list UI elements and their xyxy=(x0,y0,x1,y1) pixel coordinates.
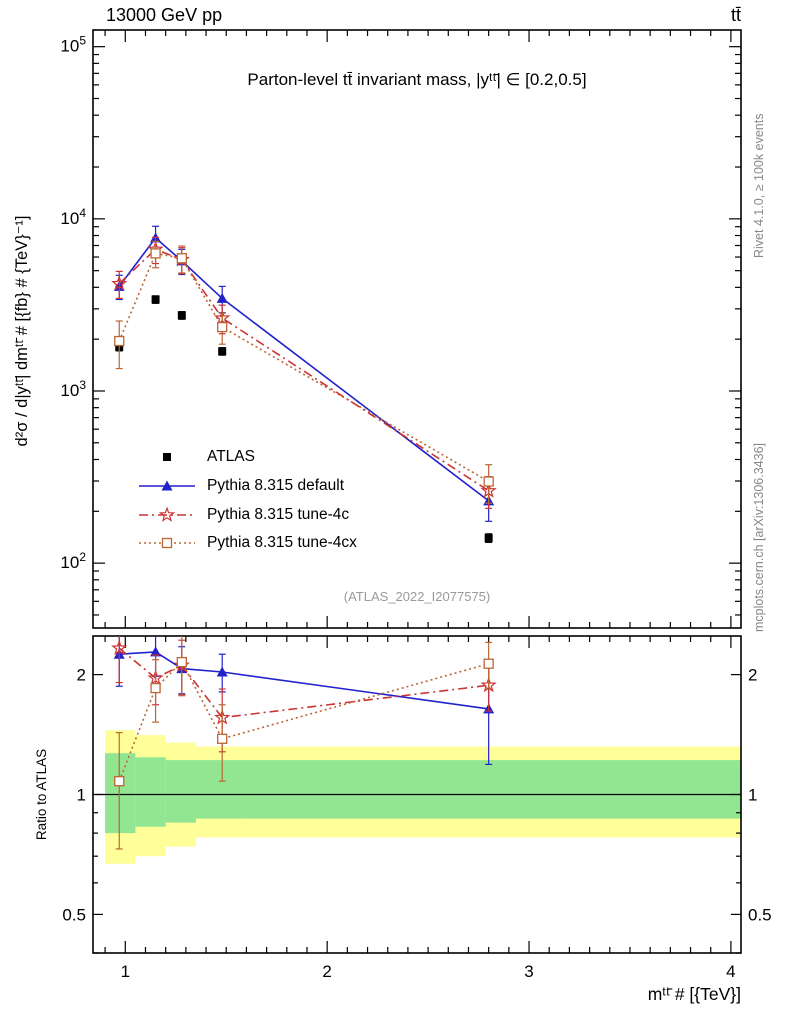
marker-filled-triangle xyxy=(216,292,228,303)
svg-text:4: 4 xyxy=(726,962,735,981)
legend: ATLAS Pythia 8.315 default Pythia 8.315 … xyxy=(136,443,357,558)
svg-text:2: 2 xyxy=(77,666,86,685)
legend-label: ATLAS xyxy=(207,448,255,466)
marker-open-square xyxy=(114,776,125,787)
ratio-series-pythia-8-315-tune-4cx xyxy=(114,636,494,850)
svg-text:1: 1 xyxy=(748,786,757,805)
analysis-id-watermark: (ATLAS_2022_I2077575) xyxy=(343,589,491,604)
green-band-segment xyxy=(105,753,136,834)
marker-open-star xyxy=(111,275,128,291)
marker-open-square xyxy=(217,321,228,333)
mcplots-attribution-note: mcplots.cern.ch [arXiv:1306.3436] xyxy=(752,443,766,632)
marker-filled-triangle xyxy=(150,646,162,657)
ratio-uncertainty-bands xyxy=(105,730,741,864)
ratio-y-axis-label: Ratio to ATLAS xyxy=(34,748,49,841)
x-axis-label: mᵗᵗ̄ # [{TeV}] xyxy=(647,984,741,1004)
marker-open-square xyxy=(483,658,494,669)
marker-open-star xyxy=(158,506,176,522)
main-y-axis-label: d²σ / d|yᵗᵗ̄| dmᵗᵗ̄ # [{fb} # {TeV}⁻¹] xyxy=(13,215,31,447)
marker-filled-square xyxy=(218,347,227,356)
svg-text:105: 105 xyxy=(60,34,86,56)
rivet-version-note: Rivet 4.1.0, ≥ 100k events xyxy=(752,113,766,258)
svg-text:2: 2 xyxy=(322,962,331,981)
main-plot-frame xyxy=(92,29,742,629)
svg-text:104: 104 xyxy=(60,206,86,228)
legend-marker-pythia-tune-4cx-icon xyxy=(139,538,195,549)
legend-marker-pythia-tune-4c-icon xyxy=(139,506,195,522)
legend-item-pythia-tune-4cx: Pythia 8.315 tune-4cx xyxy=(136,529,357,558)
axis-ticks xyxy=(93,30,741,954)
marker-open-square xyxy=(150,248,161,259)
svg-text:3: 3 xyxy=(524,962,533,981)
legend-label: Pythia 8.315 tune-4cx xyxy=(207,534,357,552)
green-band-segment xyxy=(195,760,247,819)
ratio-plot-frame xyxy=(92,635,742,954)
legend-marker-pythia-default-icon xyxy=(139,480,195,491)
svg-text:2: 2 xyxy=(748,666,757,685)
marker-filled-triangle xyxy=(216,666,228,677)
svg-text:103: 103 xyxy=(60,378,86,400)
marker-filled-square xyxy=(151,295,160,304)
marker-filled-square xyxy=(484,533,493,542)
marker-open-square xyxy=(161,538,173,549)
svg-text:1: 1 xyxy=(77,786,86,805)
process-label: tt̄ xyxy=(730,5,741,25)
svg-text:0.5: 0.5 xyxy=(748,905,772,924)
legend-label: Pythia 8.315 tune-4c xyxy=(207,505,350,523)
svg-text:1: 1 xyxy=(121,962,130,981)
marker-open-square xyxy=(150,682,161,694)
beam-energy-label: 13000 GeV pp xyxy=(106,5,223,25)
green-band-segment xyxy=(135,757,166,827)
svg-text:0.5: 0.5 xyxy=(62,905,86,924)
legend-item-pythia-default: Pythia 8.315 default xyxy=(136,472,357,501)
plot-title: Parton-level tt̄ invariant mass, |yᵗᵗ̄| … xyxy=(247,70,587,89)
legend-label: Pythia 8.315 default xyxy=(207,477,345,495)
tick-labels: 1 2 3 4 102 103 104 105 0.5 0.5 1 1 2 2 xyxy=(60,34,771,981)
marker-open-square xyxy=(217,733,228,744)
marker-open-square xyxy=(114,335,125,347)
ratio-series-pythia-8-315-tune-4c xyxy=(111,636,497,753)
marker-open-star xyxy=(111,639,128,656)
svg-text:102: 102 xyxy=(60,550,86,572)
marker-filled-square xyxy=(177,311,186,320)
legend-item-atlas: ATLAS xyxy=(136,443,357,472)
marker-open-square xyxy=(483,476,494,487)
green-band-segment xyxy=(165,760,196,823)
series-pythia-8-315-tune-4cx xyxy=(114,240,494,504)
marker-filled-square xyxy=(163,453,171,462)
marker-open-square xyxy=(176,656,187,668)
marker-open-square xyxy=(176,253,187,264)
marker-filled-triangle xyxy=(161,480,173,491)
legend-item-pythia-tune-4c: Pythia 8.315 tune-4c xyxy=(136,500,357,529)
legend-marker-atlas-icon xyxy=(163,453,171,462)
green-band-segment xyxy=(246,760,741,819)
